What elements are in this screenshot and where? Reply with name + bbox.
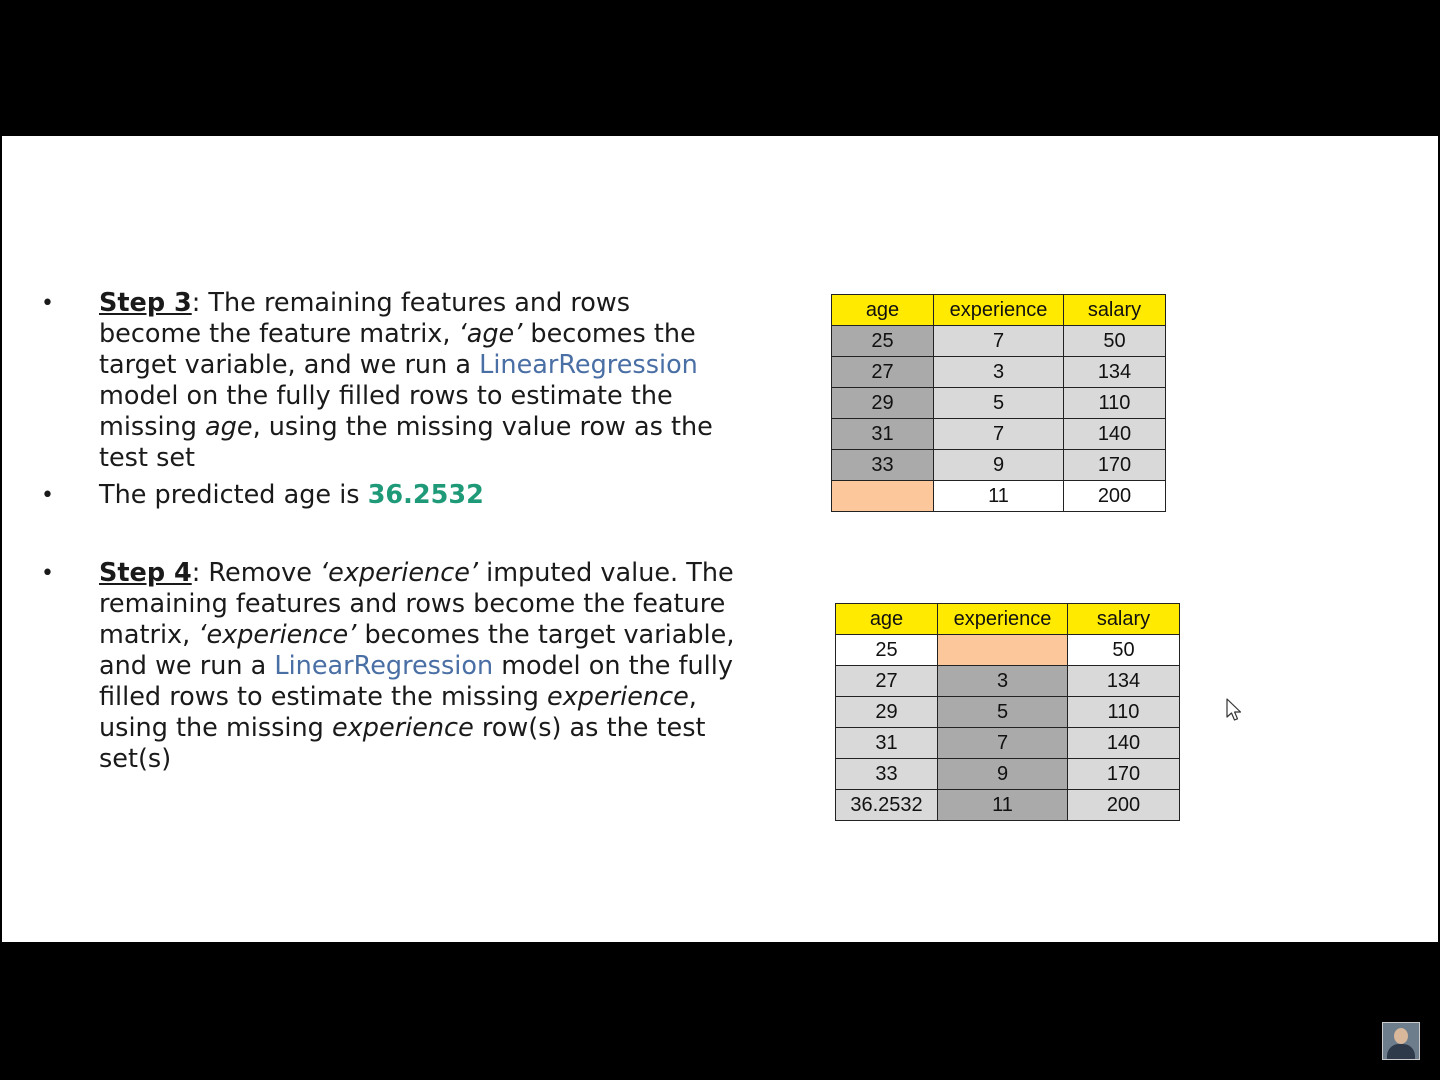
table-header-row: age experience salary <box>835 603 1180 635</box>
table-cell: 9 <box>937 758 1068 790</box>
step4-text-4: model on the fully filled rows to estima… <box>99 651 733 712</box>
step3-text-4: , using the missing value row as the tes… <box>99 412 713 473</box>
table-row: 25 50 <box>835 634 1180 666</box>
prediction-text: The predicted age is <box>99 480 368 510</box>
table-cell: 7 <box>933 418 1064 450</box>
table-step4: age experience salary 25 50 27 3 134 29 … <box>835 603 1180 821</box>
table-cell: 5 <box>937 696 1068 728</box>
table-cell: 31 <box>831 418 934 450</box>
predicted-age-value: 36.2532 <box>367 480 484 510</box>
table-row: 29 5 110 <box>835 696 1180 728</box>
step3-model-name: LinearRegression <box>479 350 698 380</box>
table-cell: 50 <box>1067 634 1180 666</box>
table-row: 27 3 134 <box>835 665 1180 697</box>
table-row: 36.2532 11 200 <box>835 789 1180 821</box>
letterbox-bottom <box>0 944 1440 1080</box>
column-header-age: age <box>835 603 938 635</box>
table-cell: 134 <box>1067 665 1180 697</box>
table-cell: 11 <box>933 480 1064 512</box>
presenter-head <box>1394 1028 1408 1044</box>
column-header-experience: experience <box>937 603 1068 635</box>
table-cell: 140 <box>1063 418 1166 450</box>
step4-missing-name: experience <box>547 682 689 712</box>
table-cell: 5 <box>933 387 1064 419</box>
table-cell: 33 <box>831 449 934 481</box>
column-header-salary: salary <box>1067 603 1180 635</box>
table-cell: 11 <box>937 789 1068 821</box>
table-cell: 27 <box>831 356 934 388</box>
table-cell: 200 <box>1063 480 1166 512</box>
table-cell: 9 <box>933 449 1064 481</box>
table-row: 33 9 170 <box>835 758 1180 790</box>
table-cell: 3 <box>933 356 1064 388</box>
step3-missing-name: age <box>205 412 253 442</box>
table-cell: 50 <box>1063 325 1166 357</box>
table-row: 11 200 <box>831 480 1166 512</box>
table-row: 33 9 170 <box>831 449 1166 481</box>
mouse-pointer-icon <box>1226 698 1242 721</box>
step4-label: Step 4 <box>99 558 192 588</box>
table-cell: 25 <box>831 325 934 357</box>
step3-text-2: becomes the target variable, and we run … <box>99 319 696 380</box>
slide: • Step 3: The remaining features and row… <box>2 136 1438 942</box>
step4-text-6: row(s) as the test set(s) <box>99 713 706 774</box>
table-step3: age experience salary 25 7 50 27 3 134 2… <box>831 294 1166 512</box>
table-cell: 170 <box>1067 758 1180 790</box>
bullet-dot: • <box>41 561 54 586</box>
table-cell: 31 <box>835 727 938 759</box>
column-header-salary: salary <box>1063 294 1166 326</box>
table-cell: 25 <box>835 634 938 666</box>
bullet-dot: • <box>41 483 54 508</box>
step4-target-name: ‘experience’ <box>198 620 357 650</box>
column-header-experience: experience <box>933 294 1064 326</box>
table-row: 31 7 140 <box>831 418 1166 450</box>
step3-text-1: : The remaining features and rows become… <box>99 288 631 349</box>
table-cell: 29 <box>831 387 934 419</box>
table-cell: 140 <box>1067 727 1180 759</box>
bullet-dot: • <box>41 291 54 316</box>
table-cell: 27 <box>835 665 938 697</box>
table-cell: 200 <box>1067 789 1180 821</box>
step4-model-name: LinearRegression <box>274 651 494 681</box>
missing-age-cell <box>831 480 934 512</box>
missing-experience-cell <box>937 634 1068 666</box>
step4-text-2: imputed value. The remaining features an… <box>99 558 734 650</box>
step3-label: Step 3 <box>99 288 192 318</box>
step4-text-3: becomes the target variable, and we run … <box>99 620 735 681</box>
imputed-age-cell: 36.2532 <box>835 789 938 821</box>
table-cell: 33 <box>835 758 938 790</box>
table-cell: 110 <box>1067 696 1180 728</box>
letterbox-top <box>0 0 1440 135</box>
table-header-row: age experience salary <box>831 294 1166 326</box>
presenter-webcam-thumbnail <box>1382 1022 1420 1060</box>
bullet-step3: • Step 3: The remaining features and row… <box>41 288 739 474</box>
table-cell: 170 <box>1063 449 1166 481</box>
table-row: 31 7 140 <box>835 727 1180 759</box>
bullet-prediction: • The predicted age is 36.2532 <box>41 480 739 511</box>
table-row: 29 5 110 <box>831 387 1166 419</box>
step3-text-3: model on the fully filled rows to estima… <box>99 381 673 442</box>
table-cell: 110 <box>1063 387 1166 419</box>
step4-text-1: : Remove <box>191 558 321 588</box>
table-row: 25 7 50 <box>831 325 1166 357</box>
table-cell: 3 <box>937 665 1068 697</box>
table-cell: 134 <box>1063 356 1166 388</box>
presenter-body <box>1387 1044 1415 1059</box>
bullet-step4: • Step 4: Remove ‘experience’ imputed va… <box>41 558 739 775</box>
step3-target-name: ‘age’ <box>458 319 523 349</box>
table-row: 27 3 134 <box>831 356 1166 388</box>
step4-text-5: , using the missing <box>99 682 697 743</box>
column-header-age: age <box>831 294 934 326</box>
table-cell: 7 <box>933 325 1064 357</box>
step4-missing-name-2: experience <box>331 713 474 743</box>
table-cell: 7 <box>937 727 1068 759</box>
step4-removed-name: ‘experience’ <box>320 558 479 588</box>
table-cell: 29 <box>835 696 938 728</box>
